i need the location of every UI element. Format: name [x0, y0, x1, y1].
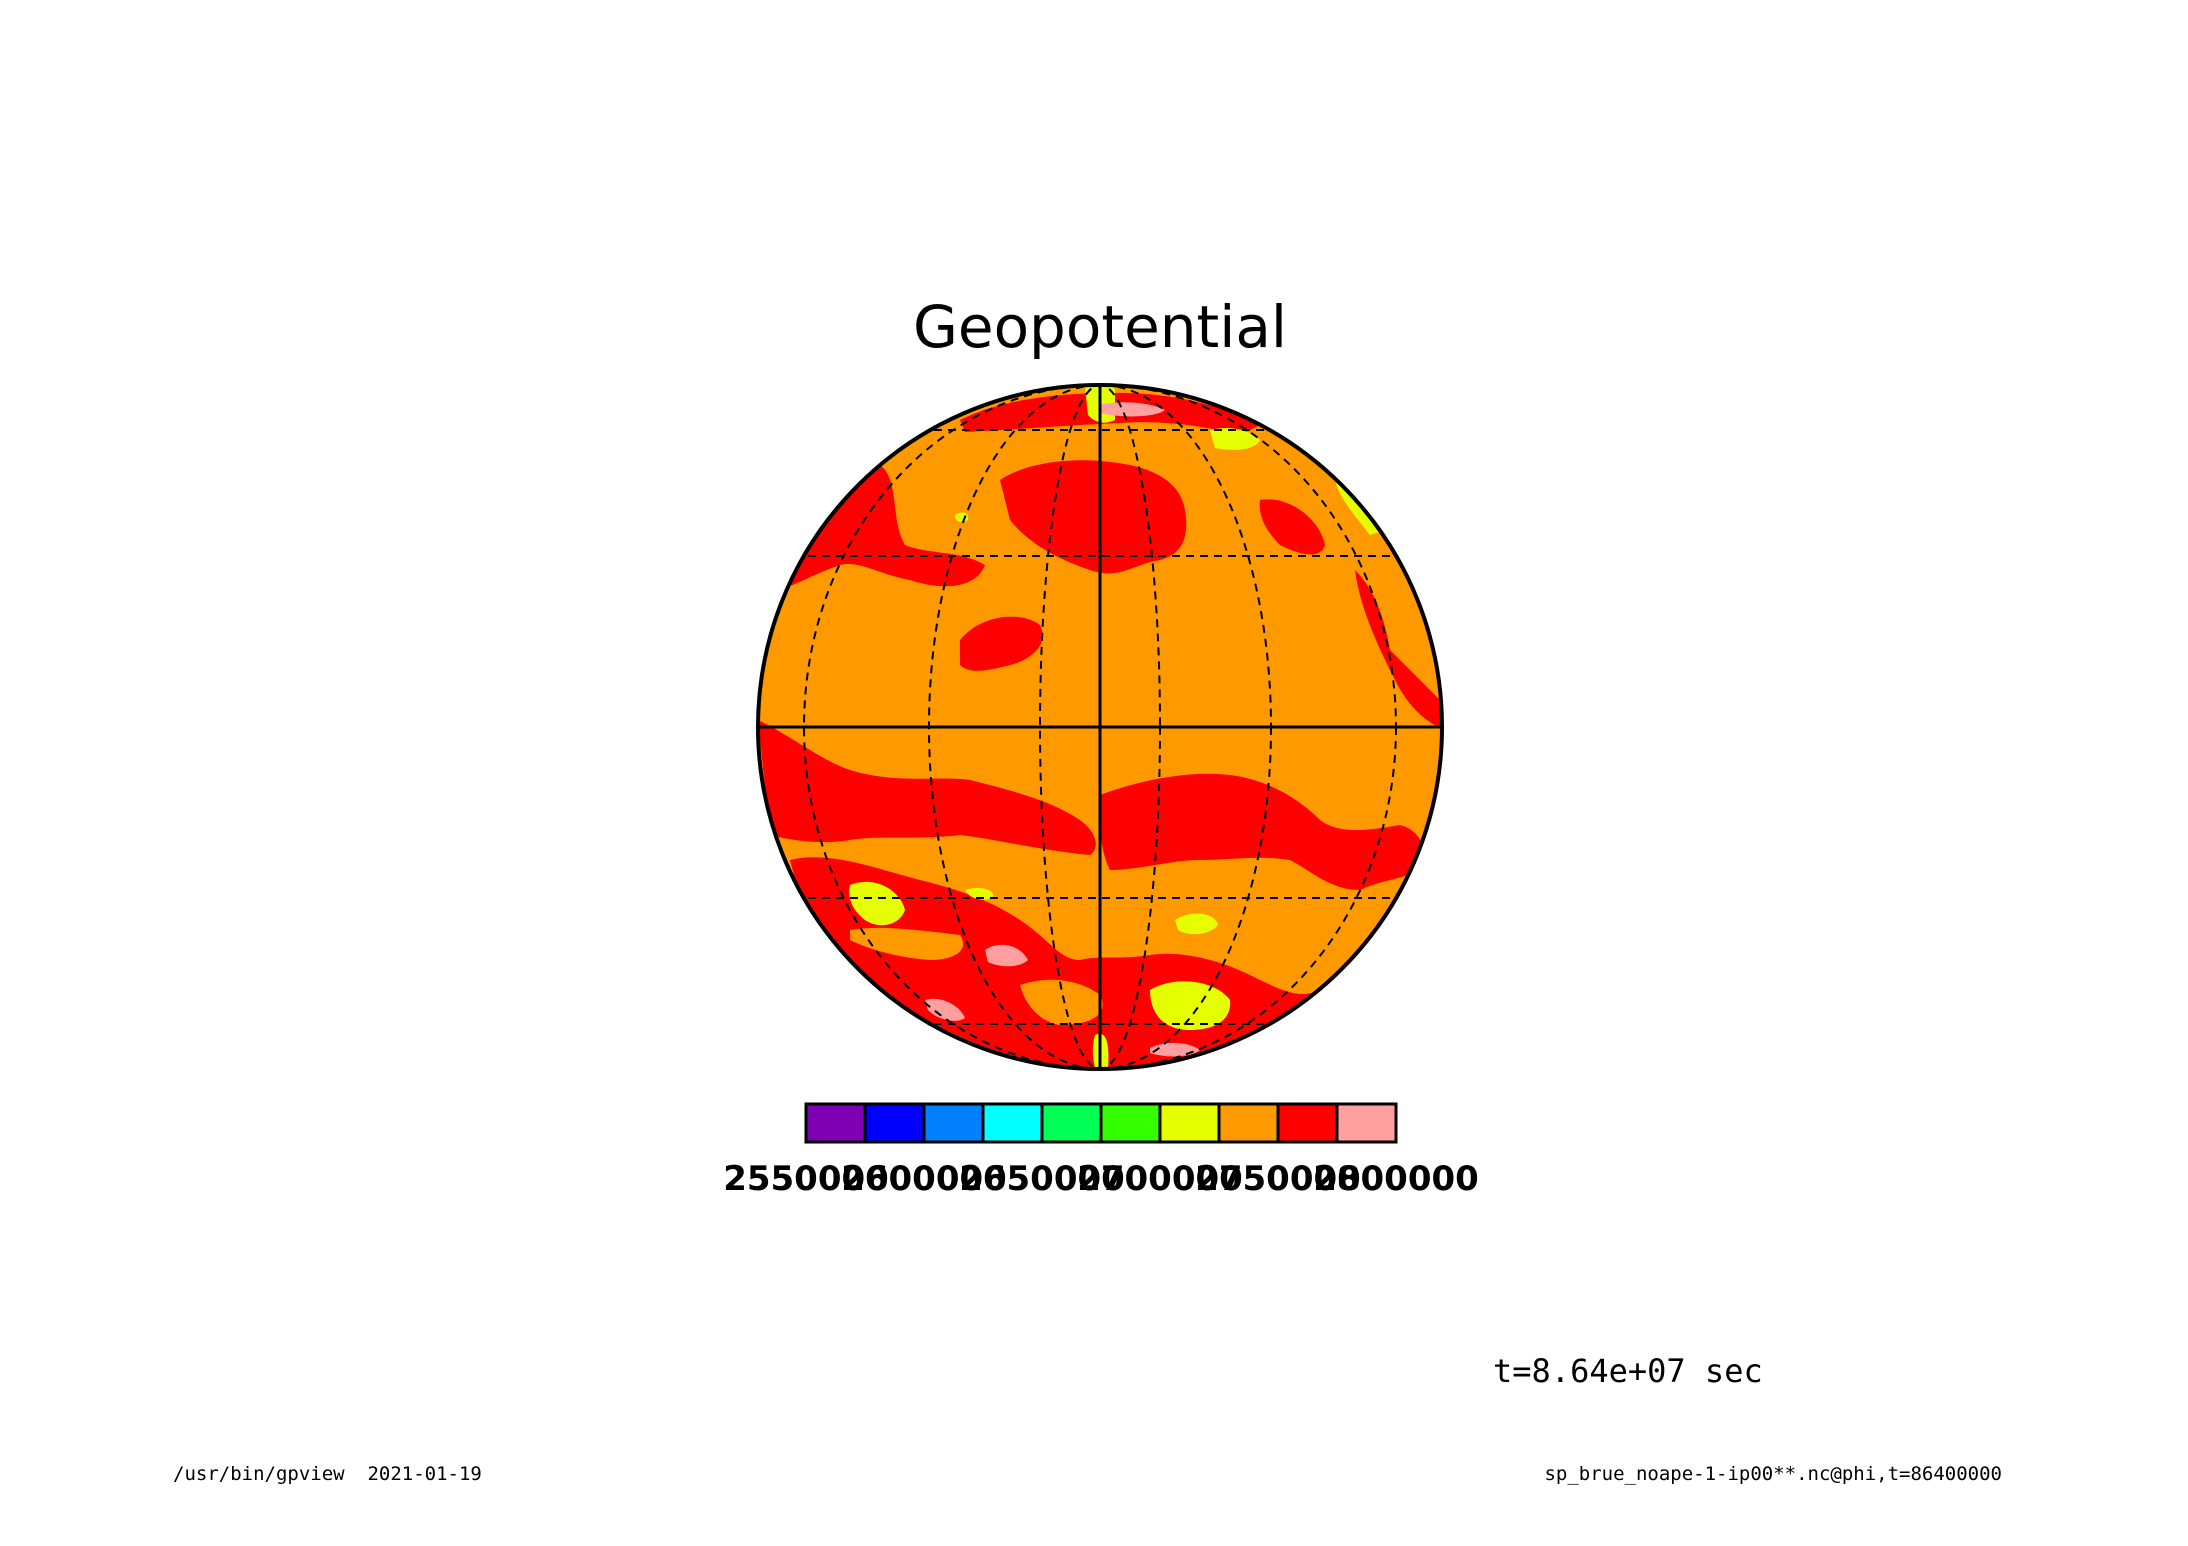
- colorbar-swatch: [1099, 1102, 1162, 1144]
- colorbar-tick-label: 2700000: [1077, 1159, 1243, 1199]
- colorbar-tick-label: 2800000: [1313, 1159, 1479, 1199]
- time-label: t=8.64e+07 sec: [1493, 1352, 1763, 1390]
- footer-left: /usr/bin/gpview 2021-01-19: [173, 1463, 482, 1485]
- colorbar-swatch: [1158, 1102, 1221, 1144]
- colorbar-swatch: [1040, 1102, 1103, 1144]
- colorbar-tick-label: 2550000: [723, 1159, 889, 1199]
- graticule-solid: [758, 385, 1442, 1069]
- globe-outline: [756, 383, 1444, 1071]
- colorbar-ticks: 2550000260000026500002700000275000028000…: [723, 1159, 1479, 1199]
- footer-right: sp_brue_noape-1-ip00**.nc@phi,t=86400000: [1544, 1463, 2002, 1485]
- colorbar-swatch: [1276, 1102, 1339, 1144]
- colorbar-swatch: [804, 1102, 867, 1144]
- colorbar-swatch: [981, 1102, 1044, 1144]
- colorbar-swatch: [1335, 1102, 1398, 1144]
- colorbar-tick-label: 2750000: [1195, 1159, 1361, 1199]
- plot-title: Geopotential: [913, 293, 1287, 361]
- colorbar-swatch: [863, 1102, 926, 1144]
- colorbar-tick-label: 2600000: [841, 1159, 1007, 1199]
- colorbar-swatch: [1217, 1102, 1280, 1144]
- colorbar-tick-label: 2650000: [959, 1159, 1125, 1199]
- colorbar-swatch: [922, 1102, 985, 1144]
- contour-pink: [925, 402, 1200, 1057]
- colorbar: [804, 1102, 1398, 1144]
